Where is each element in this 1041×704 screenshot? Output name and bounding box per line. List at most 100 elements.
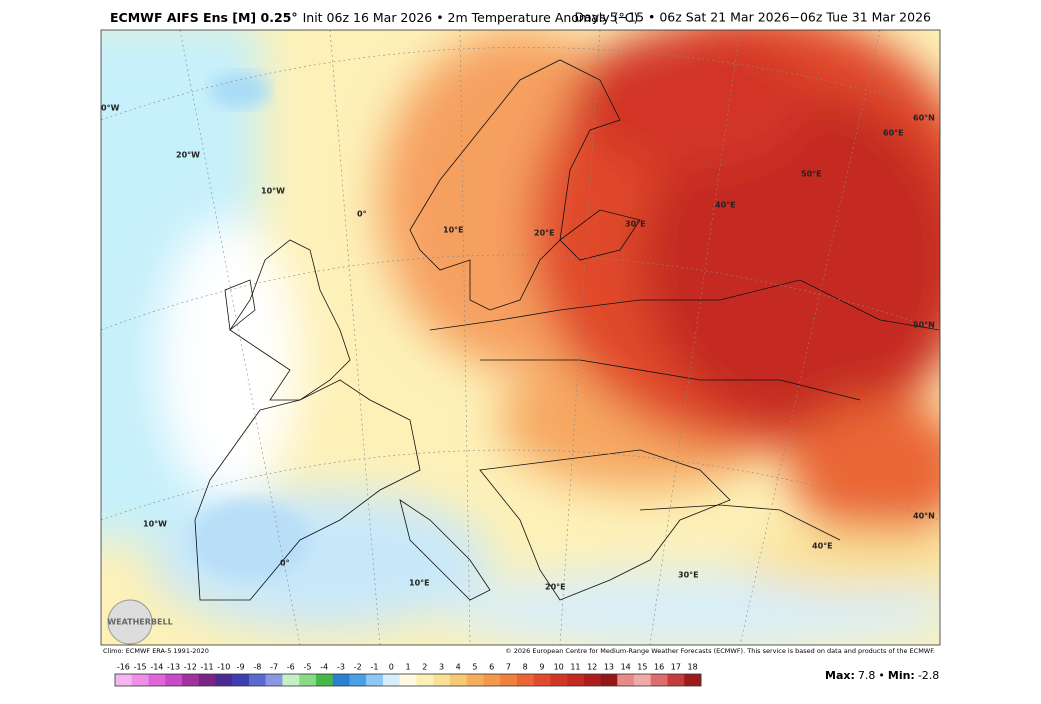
- colorbar-tick-label: 6: [489, 663, 494, 672]
- colorbar-tick-label: 2: [422, 663, 427, 672]
- title-rest: Init 06z 16 Mar 2026 • 2m Temperature An…: [303, 10, 639, 25]
- copyright: © 2026 European Centre for Medium-Range …: [505, 647, 935, 655]
- colorbar-tick-label: -15: [134, 663, 147, 672]
- colorbar-tick-label: -6: [287, 663, 295, 672]
- colorbar-swatch: [198, 674, 216, 686]
- colorbar-tick-label: -16: [117, 663, 130, 672]
- map-label: 40°N: [913, 512, 935, 521]
- colorbar-swatch: [667, 674, 685, 686]
- colorbar-swatch: [449, 674, 467, 686]
- colorbar-tick-label: -13: [167, 663, 180, 672]
- colorbar-swatch: [332, 674, 350, 686]
- colorbar-tick-label: 13: [604, 663, 614, 672]
- map-label: 20°E: [545, 583, 566, 592]
- map: 0°W 20°W 10°W 0° 10°E 20°E 30°E 40°E 50°…: [101, 30, 940, 645]
- min-value: -2.8: [918, 669, 939, 682]
- colorbar-tick-label: -9: [237, 663, 245, 672]
- colorbar-swatch: [382, 674, 400, 686]
- colorbar-tick-label: 0: [389, 663, 394, 672]
- colorbar-tick-label: -10: [217, 663, 230, 672]
- colorbar-tick-label: -1: [371, 663, 379, 672]
- map-label: 50°E: [801, 170, 822, 179]
- colorbar-tick-label: 11: [570, 663, 580, 672]
- colorbar-swatch: [466, 674, 484, 686]
- colorbar-tick-label: 10: [554, 663, 564, 672]
- colorbar-swatch: [433, 674, 451, 686]
- colorbar-swatch: [650, 674, 668, 686]
- colorbar-swatch: [617, 674, 635, 686]
- colorbar-swatch: [349, 674, 367, 686]
- colorbar-swatch: [483, 674, 501, 686]
- map-label: 10°W: [143, 520, 167, 529]
- colorbar-frame: [114, 673, 702, 687]
- map-label: 10°E: [409, 579, 430, 588]
- colorbar-swatch: [181, 674, 200, 686]
- colorbar-swatch: [399, 674, 417, 686]
- map-label: 0°W: [101, 104, 120, 113]
- colorbar-swatch: [215, 674, 233, 686]
- colorbar-tick-label: 18: [688, 663, 698, 672]
- colorbar-tick-label: -14: [150, 663, 163, 672]
- map-label: 0°: [357, 210, 367, 219]
- title-bold: ECMWF AIFS Ens [M] 0.25°: [110, 10, 298, 25]
- min-label: Min:: [888, 669, 915, 682]
- colorbar-swatch: [567, 674, 585, 686]
- colorbar-tick-label: -8: [253, 663, 261, 672]
- map-label: 30°E: [678, 571, 699, 580]
- colorbar-tick-label: -5: [304, 663, 312, 672]
- max-label: Max:: [825, 669, 855, 682]
- colorbar-swatch: [600, 674, 618, 686]
- max-value: 7.8: [858, 669, 876, 682]
- colorbar-swatch: [282, 674, 300, 686]
- colorbar-tick-label: -2: [354, 663, 362, 672]
- colorbar-swatch: [131, 674, 149, 686]
- colorbar-tick-label: 12: [587, 663, 597, 672]
- map-label: 0°: [280, 559, 290, 568]
- map-label: 30°E: [625, 220, 646, 229]
- colorbar-swatch: [634, 674, 652, 686]
- colorbar-swatch: [684, 674, 702, 686]
- colorbar-tick-label: -4: [320, 663, 328, 672]
- map-label: 10°W: [261, 187, 285, 196]
- colorbar-swatch: [165, 674, 183, 686]
- colorbar-swatch: [366, 674, 384, 686]
- map-label: 20°W: [176, 151, 200, 160]
- period: Days 5−15 • 06z Sat 21 Mar 2026−06z Tue …: [575, 10, 932, 25]
- stats: Max: 7.8 • Min: -2.8: [825, 669, 939, 682]
- map-label: 40°E: [715, 201, 736, 210]
- map-label: 60°N: [913, 114, 935, 123]
- map-label: 40°E: [812, 542, 833, 551]
- title: ECMWF AIFS Ens [M] 0.25° Init 06z 16 Mar …: [110, 10, 638, 25]
- colorbar: -16 -15 -14 -13 -12 -11 -10 -9 -8 -7 -6 -5 -4 -3 -2 -1 0…: [114, 663, 702, 687]
- colorbar-swatch: [299, 674, 317, 686]
- colorbar-swatch: [583, 674, 601, 686]
- colorbar-swatch: [500, 674, 518, 686]
- colorbar-tick-label: -3: [337, 663, 345, 672]
- colorbar-tick-label: 5: [472, 663, 477, 672]
- colorbar-swatch: [533, 674, 551, 686]
- colorbar-swatch: [248, 674, 266, 686]
- colorbar-tick-label: -11: [201, 663, 214, 672]
- colorbar-tick-label: 3: [439, 663, 444, 672]
- map-label: 60°E: [883, 129, 904, 138]
- map-label: 20°E: [534, 229, 555, 238]
- colorbar-tick-label: 17: [671, 663, 681, 672]
- colorbar-swatch: [265, 674, 283, 686]
- colorbar-tick-label: 16: [654, 663, 664, 672]
- colorbar-tick-label: 1: [405, 663, 410, 672]
- climo: Climo: ECMWF ERA-5 1991-2020: [103, 647, 209, 655]
- map-label: 10°E: [443, 226, 464, 235]
- colorbar-tick-label: 15: [637, 663, 647, 672]
- colorbar-tick-label: 8: [523, 663, 528, 672]
- logo: WEATHERBELL: [107, 618, 172, 627]
- colorbar-swatch: [315, 674, 333, 686]
- colorbar-tick-label: 9: [539, 663, 544, 672]
- separator: •: [878, 669, 885, 682]
- colorbar-swatch: [232, 674, 250, 686]
- colorbar-tick-label: 14: [621, 663, 631, 672]
- colorbar-swatch: [516, 674, 534, 686]
- colorbar-tick-label: -7: [270, 663, 278, 672]
- map-label: 50°N: [913, 321, 935, 330]
- colorbar-tick-label: 4: [456, 663, 461, 672]
